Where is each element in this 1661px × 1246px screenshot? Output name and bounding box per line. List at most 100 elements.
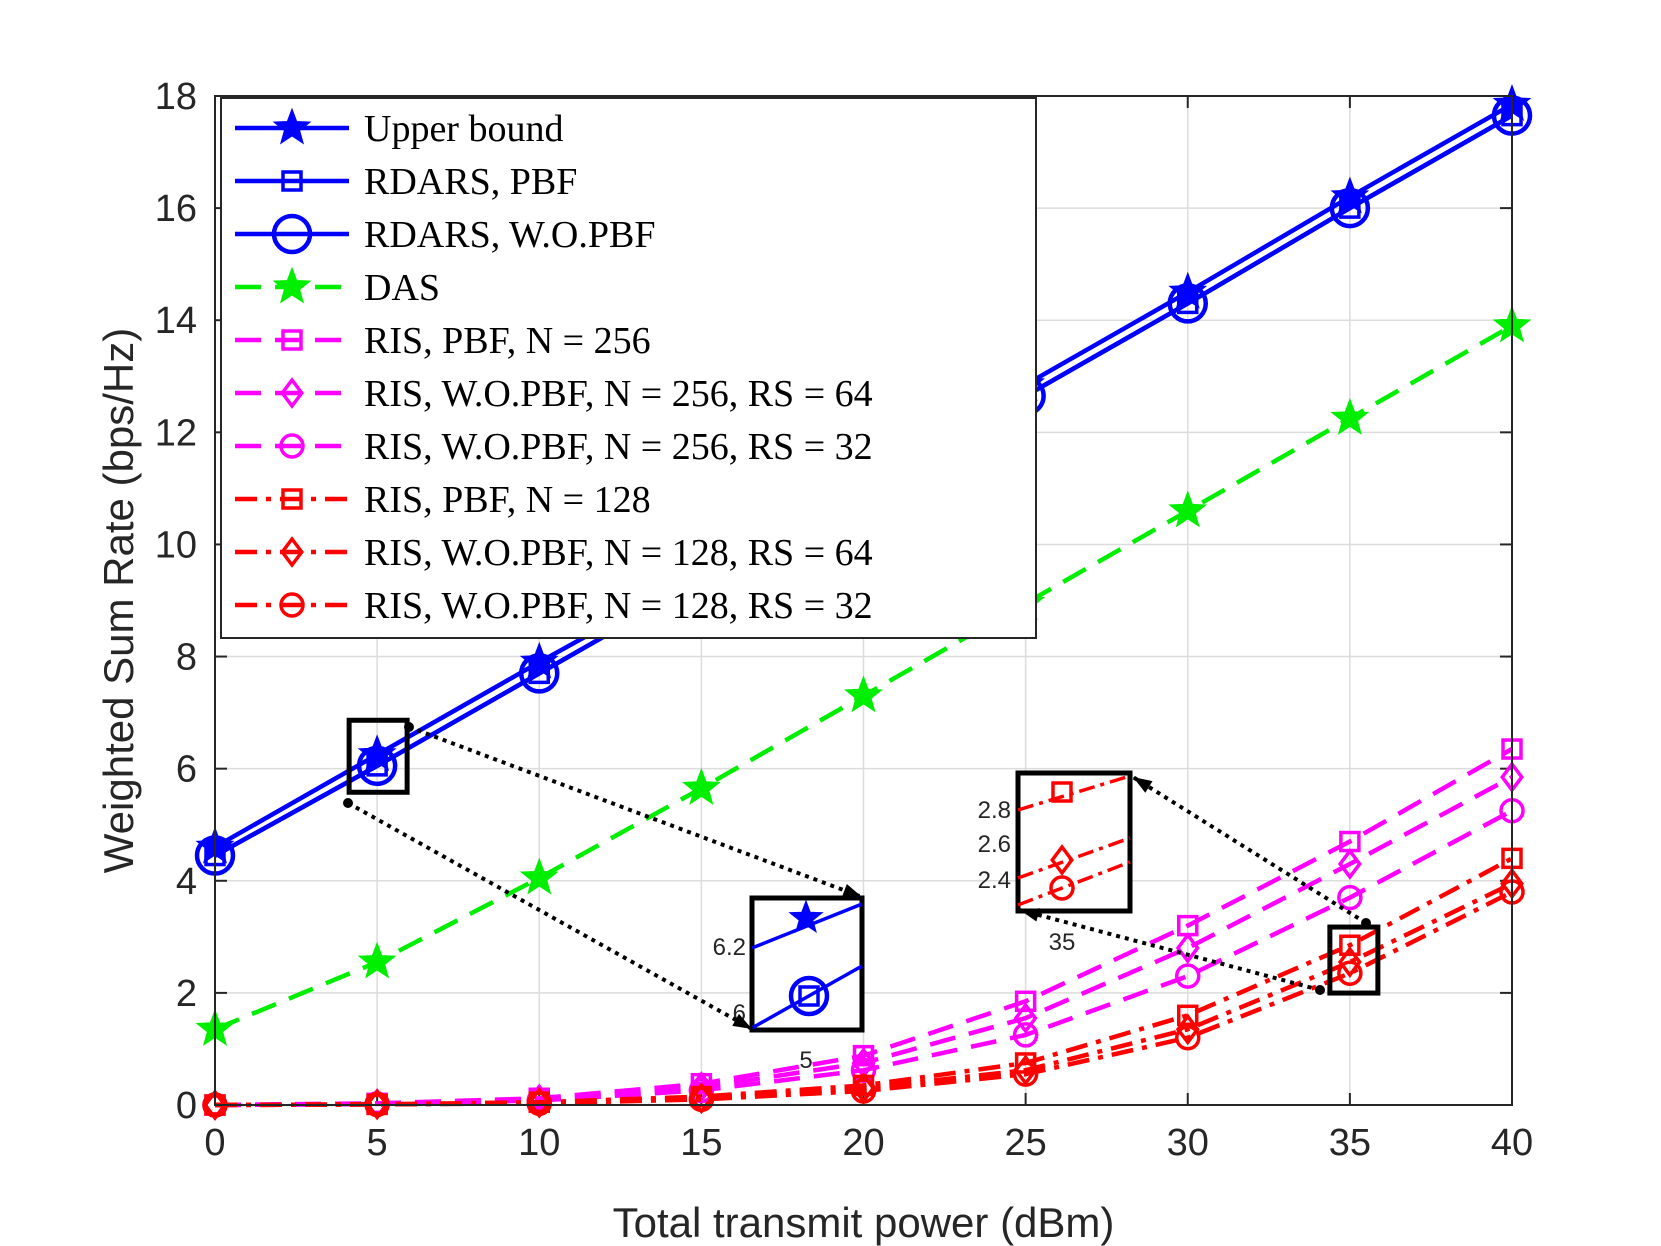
- zoom-box-5dbm: [346, 717, 410, 795]
- legend-item-r128r32: RIS, W.O.PBF, N = 128, RS = 32: [235, 585, 873, 627]
- y-tick-label: 8: [176, 637, 197, 679]
- legend-label: RIS, W.O.PBF, N = 256, RS = 32: [364, 426, 873, 468]
- zoom-arrow-tail: [1361, 918, 1371, 928]
- data-point-das: [519, 857, 559, 895]
- legend-item-r256p: RIS, PBF, N = 256: [235, 320, 651, 362]
- legend-marker: [279, 592, 305, 618]
- y-tick-label: 12: [155, 412, 197, 454]
- zoom-arrow: [1131, 775, 1368, 925]
- series-line-r128r64: [214, 881, 1513, 1108]
- zoom-arrow-tail: [343, 798, 353, 808]
- legend-marker: [271, 213, 313, 255]
- data-point-r128r64: [365, 1088, 390, 1121]
- data-point-das: [357, 941, 397, 979]
- data-point-r128r64: [1337, 946, 1362, 978]
- legend-label: RDARS, PBF: [364, 161, 577, 203]
- legend-item-r128r64: RIS, W.O.PBF, N = 128, RS = 64: [235, 532, 873, 574]
- data-point-r128r32: [1012, 1061, 1039, 1087]
- inset-marker-rs32: [1049, 875, 1075, 901]
- x-tick-label: 30: [1167, 1122, 1209, 1164]
- y-tick-label: 14: [155, 300, 197, 342]
- y-tick-label: 6: [176, 749, 197, 791]
- legend-label: RIS, PBF, N = 256: [364, 320, 651, 362]
- x-axis-label: Total transmit power (dBm): [613, 1199, 1115, 1246]
- data-point-r256r64: [1013, 1002, 1038, 1035]
- inset-marker-ub: [788, 899, 824, 933]
- data-point-r256r32: [1175, 963, 1201, 989]
- data-point-rdpbf: [1339, 197, 1361, 219]
- data-point-ub: [1330, 176, 1370, 214]
- data-point-das: [681, 767, 721, 805]
- data-point-ub: [519, 641, 559, 679]
- y-tick-label: 0: [176, 1085, 197, 1127]
- inset-y-tick: 2.4: [978, 867, 1011, 894]
- inset-35dbm: 2.8 2.6 2.4 35: [978, 770, 1133, 956]
- zoom-layer: 6.265 2.8 2.6 2.4 35: [343, 717, 1381, 1074]
- legend-item-ub: Upper bound: [235, 107, 563, 150]
- data-point-rdpbf: [528, 662, 550, 685]
- inset-line-pbf128: [1017, 774, 1131, 812]
- legend-marker: [281, 329, 303, 351]
- series-r128r32: [202, 879, 1525, 1118]
- legend-item-das: DAS: [235, 266, 440, 309]
- y-tick-label: 18: [155, 76, 197, 118]
- inset-y-tick: 2.6: [978, 831, 1011, 858]
- data-point-rdwo: [1329, 187, 1371, 229]
- inset-marker-rdars-wo: [788, 975, 830, 1017]
- x-tick-label: 15: [680, 1122, 722, 1164]
- data-point-r256r32: [1337, 884, 1363, 911]
- data-point-das: [1330, 397, 1370, 435]
- x-tick-label: 35: [1329, 1122, 1371, 1164]
- data-point-rdwo: [356, 745, 398, 787]
- legend-item-rdpbf: RDARS, PBF: [235, 161, 577, 203]
- zoom-arrow-head: [1133, 777, 1153, 793]
- legend-label: DAS: [364, 267, 440, 309]
- data-point-r128r64: [203, 1089, 227, 1121]
- legend-item-rdwo: RDARS, W.O.PBF: [235, 213, 655, 256]
- zoom-arrow: [1019, 908, 1321, 992]
- legend-label: RIS, PBF, N = 128: [364, 479, 651, 521]
- zoom-arrow-tail: [404, 722, 414, 732]
- x-tick-label: 0: [204, 1122, 225, 1164]
- legend-label: RIS, W.O.PBF, N = 128, RS = 32: [364, 585, 873, 627]
- data-point-r128r32: [850, 1078, 877, 1104]
- data-point-r128r32: [526, 1090, 552, 1117]
- series-line-r128r32: [214, 889, 1514, 1108]
- legend-item-r256r64: RIS, W.O.PBF, N = 256, RS = 64: [235, 373, 873, 415]
- data-point-das: [1168, 490, 1208, 528]
- data-point-r128r32: [688, 1086, 715, 1113]
- inset-marker-rdars-pbf: [798, 985, 820, 1007]
- zoom-arrow-head: [842, 883, 862, 897]
- y-tick-label: 2: [176, 973, 197, 1015]
- data-point-rdpbf: [366, 755, 388, 777]
- inset-marker-pbf128: [1051, 781, 1073, 803]
- legend-marker: [272, 107, 312, 145]
- legend-label: RIS, W.O.PBF, N = 256, RS = 64: [364, 373, 873, 415]
- data-point-r256r32: [1012, 1022, 1039, 1048]
- zoom-box-35dbm: [1327, 924, 1381, 996]
- inset-y-tick: 2.8: [978, 797, 1011, 824]
- data-point-r256p: [1014, 990, 1037, 1013]
- inset-5dbm: 6.265: [713, 895, 865, 1074]
- legend-marker: [280, 377, 304, 409]
- y-axis-ticks: 0 2 4 6 8 10 12 14 16 18: [155, 76, 1512, 1127]
- legend-label: RIS, W.O.PBF, N = 128, RS = 64: [364, 532, 873, 574]
- data-point-ub: [1168, 271, 1208, 309]
- data-point-r128p: [1177, 1004, 1199, 1027]
- inset-x-tick: 35: [1049, 929, 1076, 956]
- y-tick-label: 4: [176, 861, 197, 903]
- series-line-r128p: [214, 856, 1514, 1108]
- zoom-arrow-head: [1020, 908, 1040, 922]
- y-axis-label: Weighted Sum Rate (bps/Hz): [95, 328, 142, 873]
- legend: Upper bound RDARS, PBF RDARS, W.O.PBF DAS RI…: [220, 97, 1037, 639]
- inset-line-rs32: [1017, 860, 1131, 907]
- inset-marker-rs64: [1050, 844, 1074, 876]
- data-point-r128r32: [1337, 960, 1363, 987]
- data-point-ub: [357, 734, 397, 772]
- inset-x-tick: 5: [799, 1047, 812, 1074]
- data-point-r256r32: [688, 1077, 715, 1104]
- legend-marker: [272, 266, 312, 304]
- inset-line-rs64: [1017, 836, 1131, 880]
- y-tick-label: 16: [155, 188, 197, 230]
